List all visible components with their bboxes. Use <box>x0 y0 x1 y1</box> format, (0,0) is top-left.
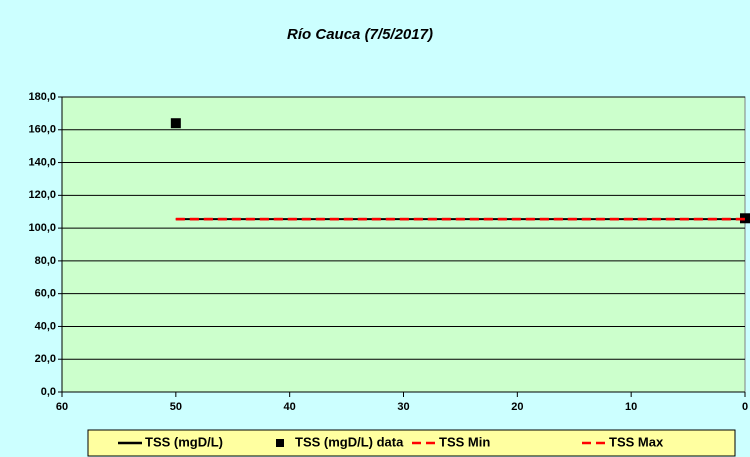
y-tick-label: 160,0 <box>28 124 56 136</box>
y-tick-label: 180,0 <box>28 91 56 103</box>
x-tick-label: 50 <box>170 401 182 413</box>
y-tick-label: 140,0 <box>28 156 56 168</box>
x-tick-label: 20 <box>511 401 523 413</box>
plot-area <box>61 96 746 393</box>
y-tick-label: 80,0 <box>35 255 56 267</box>
y-tick-label: 60,0 <box>35 288 56 300</box>
legend <box>87 429 736 457</box>
y-tick-label: 20,0 <box>35 353 56 365</box>
legend-marker <box>276 439 284 447</box>
y-tick-label: 40,0 <box>35 320 56 332</box>
legend-label: TSS (mgD/L) data <box>295 434 404 449</box>
y-tick-label: 0,0 <box>41 386 56 398</box>
x-tick-label: 0 <box>742 401 748 413</box>
legend-label: TSS (mgD/L) <box>145 434 223 449</box>
x-tick-label: 10 <box>625 401 637 413</box>
marker <box>740 213 750 224</box>
x-tick-label: 30 <box>397 401 409 413</box>
chart-title: Río Cauca (7/5/2017) <box>287 26 433 43</box>
x-tick-label: 40 <box>284 401 296 413</box>
x-tick-label: 60 <box>56 401 68 413</box>
y-tick-label: 120,0 <box>28 189 56 201</box>
marker <box>170 118 181 129</box>
legend-label: TSS Max <box>609 434 664 449</box>
y-tick-label: 100,0 <box>28 222 56 234</box>
legend-label: TSS Min <box>439 434 490 449</box>
